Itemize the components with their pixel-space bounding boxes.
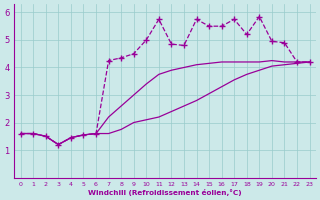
X-axis label: Windchill (Refroidissement éolien,°C): Windchill (Refroidissement éolien,°C) [88, 189, 242, 196]
